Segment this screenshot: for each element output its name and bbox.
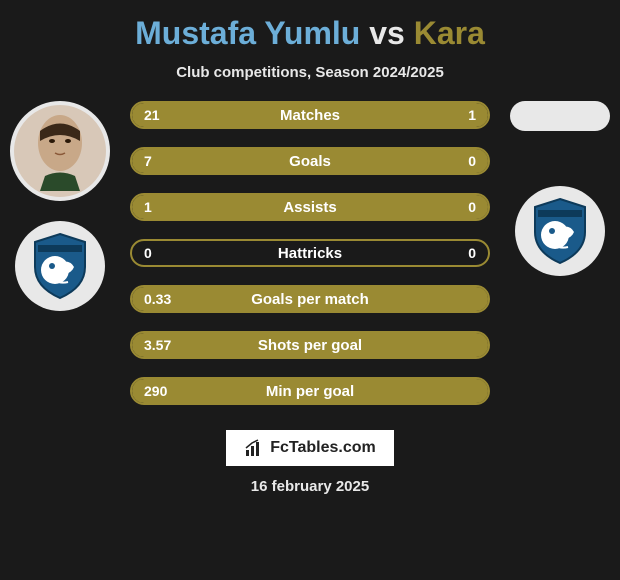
player1-column — [10, 101, 110, 311]
subtitle: Club competitions, Season 2024/2025 — [176, 64, 444, 81]
player2-club-badge — [515, 186, 605, 276]
player2-photo-placeholder — [510, 101, 610, 131]
stat-value-left: 0.33 — [144, 291, 171, 307]
stat-row: 0 0 Hattricks — [130, 239, 490, 267]
vs-text: vs — [369, 15, 405, 51]
stat-value-left: 21 — [144, 107, 160, 123]
stats-bars: 21 1 Matches 7 0 Goals 1 0 Assists 0 0 Hattricks 0.3… — [130, 101, 490, 405]
page-title: Mustafa Yumlu vs Kara — [135, 15, 485, 52]
stat-label: Hattricks — [278, 245, 342, 262]
stat-row: 290 Min per goal — [130, 377, 490, 405]
shield-icon — [30, 232, 90, 300]
stat-label: Goals — [289, 153, 331, 170]
stat-label: Assists — [283, 199, 336, 216]
stat-row: 3.57 Shots per goal — [130, 331, 490, 359]
stat-value-left: 3.57 — [144, 337, 171, 353]
stat-row: 21 1 Matches — [130, 101, 490, 129]
stat-value-right: 0 — [468, 153, 476, 169]
shield-icon — [530, 197, 590, 265]
player2-name: Kara — [414, 15, 485, 51]
stat-value-right: 1 — [468, 107, 476, 123]
stat-value-left: 1 — [144, 199, 152, 215]
brand-text: FcTables.com — [270, 439, 376, 457]
stat-label: Matches — [280, 107, 340, 124]
stat-value-left: 7 — [144, 153, 152, 169]
face-icon — [25, 111, 95, 191]
stat-label: Goals per match — [251, 291, 369, 308]
brand-badge: FcTables.com — [226, 430, 394, 466]
date-text: 16 february 2025 — [251, 478, 369, 495]
player2-column — [510, 101, 610, 276]
comparison-card: Mustafa Yumlu vs Kara Club competitions,… — [0, 0, 620, 580]
player1-photo — [10, 101, 110, 201]
player1-name: Mustafa Yumlu — [135, 15, 360, 51]
stat-row: 0.33 Goals per match — [130, 285, 490, 313]
stat-label: Min per goal — [266, 383, 354, 400]
stats-area: 21 1 Matches 7 0 Goals 1 0 Assists 0 0 Hattricks 0.3… — [0, 101, 620, 405]
stat-value-right: 0 — [468, 199, 476, 215]
stat-row: 7 0 Goals — [130, 147, 490, 175]
stat-value-right: 0 — [468, 245, 476, 261]
stat-row: 1 0 Assists — [130, 193, 490, 221]
player1-club-badge — [15, 221, 105, 311]
chart-icon — [244, 438, 264, 458]
stat-label: Shots per goal — [258, 337, 362, 354]
stat-value-left: 290 — [144, 383, 167, 399]
stat-value-left: 0 — [144, 245, 152, 261]
